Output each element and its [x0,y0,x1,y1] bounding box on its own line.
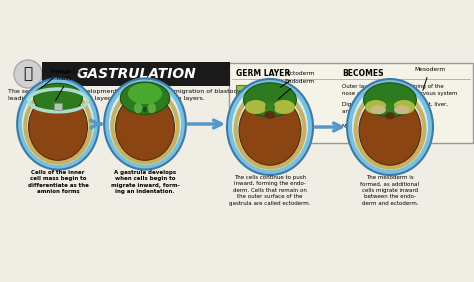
Ellipse shape [232,84,308,170]
Text: A gastrula develops
when cells begin to
migrate inward, form-
ing an indentation: A gastrula develops when cells begin to … [110,170,179,194]
Ellipse shape [273,100,295,114]
Text: Ectoderm: Ectoderm [251,87,283,93]
Ellipse shape [104,78,186,169]
Ellipse shape [386,102,394,114]
Ellipse shape [364,83,416,117]
Ellipse shape [109,83,181,165]
Ellipse shape [365,100,387,114]
Ellipse shape [393,100,415,114]
Ellipse shape [239,95,301,165]
Text: 🐒: 🐒 [23,67,33,81]
Ellipse shape [359,95,421,165]
Text: GASTRULATION: GASTRULATION [76,67,196,81]
Ellipse shape [34,83,82,113]
Ellipse shape [143,107,147,113]
Text: Cells of the inner
cell mass begin to
differentiate as the
amnion forms: Cells of the inner cell mass begin to di… [27,170,89,194]
Text: Mesoderm: Mesoderm [251,123,286,129]
Text: Amnion: Amnion [41,69,73,88]
FancyBboxPatch shape [236,103,247,113]
Ellipse shape [245,100,267,114]
Ellipse shape [385,112,395,119]
Ellipse shape [370,105,386,114]
Ellipse shape [22,83,94,165]
Ellipse shape [244,83,296,117]
Text: GERM LAYER: GERM LAYER [236,69,290,78]
Ellipse shape [14,60,42,88]
Ellipse shape [17,78,99,169]
Ellipse shape [120,82,170,114]
Text: Outer layer of skin, hair, lining of the
nose and mouth, and the nervous system: Outer layer of skin, hair, lining of the… [342,84,457,96]
FancyBboxPatch shape [42,62,230,86]
Ellipse shape [352,84,428,170]
Text: Mesoderm: Mesoderm [414,67,445,90]
Ellipse shape [148,103,156,113]
Ellipse shape [265,102,275,114]
Ellipse shape [227,79,313,175]
FancyBboxPatch shape [236,121,247,131]
Text: The mesoderm is
formed, as additional
cells migrate inward
between the endo-
der: The mesoderm is formed, as additional ce… [361,175,419,206]
Ellipse shape [394,105,410,114]
Text: Inner cell
mass: Inner cell mass [55,70,83,101]
Ellipse shape [128,83,162,104]
Text: Muscles and skeleton: Muscles and skeleton [342,124,401,129]
Ellipse shape [264,111,275,119]
Text: The second phase of development is gastrulation, a migration of blastocyst cells: The second phase of development is gastr… [8,89,288,101]
Text: Endoderm: Endoderm [278,79,314,99]
Text: Digestive tract, respiratory tract, liver,
and pancreas: Digestive tract, respiratory tract, live… [342,102,448,114]
Text: The cells continue to push
inward, forming the endo-
derm. Cells that remain on
: The cells continue to push inward, formi… [229,175,311,206]
FancyBboxPatch shape [54,103,62,110]
FancyBboxPatch shape [236,85,247,95]
Text: Endoderm: Endoderm [251,105,285,111]
Ellipse shape [347,79,433,175]
Ellipse shape [28,94,87,160]
Text: BECOMES: BECOMES [342,69,383,78]
Ellipse shape [134,103,142,113]
Ellipse shape [116,94,174,160]
FancyBboxPatch shape [229,63,473,143]
Text: Ectoderm: Ectoderm [280,71,314,87]
